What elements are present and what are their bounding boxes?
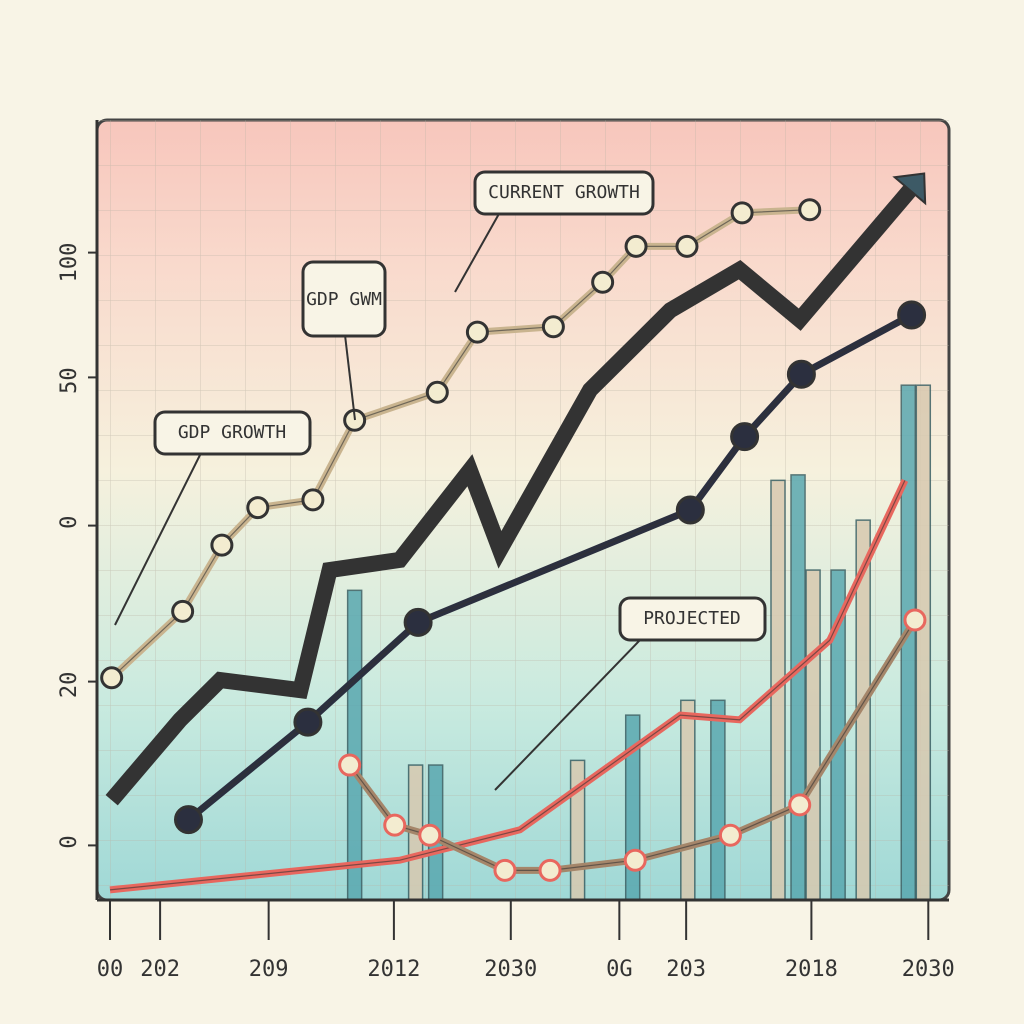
- bar: [915, 384, 932, 901]
- annotation: GDP GWM: [306, 289, 382, 310]
- x-tick-label: 209: [249, 957, 289, 982]
- marker: [903, 608, 927, 632]
- marker: [788, 793, 812, 817]
- annotation: PROJECTED: [643, 608, 741, 629]
- series-line-outline: [109, 480, 906, 891]
- annotation: GDP GROWTH: [178, 422, 286, 443]
- y-tick-label: 0: [57, 835, 82, 848]
- callout-line: [454, 211, 501, 293]
- callout-line: [494, 639, 641, 791]
- callout-line: [114, 454, 201, 626]
- y-tick-label: 0: [57, 516, 82, 529]
- bar: [805, 569, 821, 901]
- x-tick-label: 202: [140, 957, 180, 982]
- marker: [675, 234, 699, 258]
- marker: [675, 495, 705, 525]
- marker: [383, 813, 407, 837]
- bar: [710, 699, 726, 901]
- marker: [210, 533, 234, 557]
- bar: [790, 474, 806, 901]
- marker: [301, 488, 325, 512]
- marker: [418, 823, 442, 847]
- marker: [403, 607, 433, 637]
- annotation: CURRENT GROWTH: [488, 182, 640, 203]
- bar: [680, 699, 696, 901]
- annotations: CURRENT GROWTH GDP GWM GDP GROWTH PROJEC…: [114, 170, 767, 791]
- y-tick-label: 100: [57, 243, 82, 283]
- marker: [624, 234, 648, 258]
- marker: [897, 300, 927, 330]
- x-tick-label: 2012: [367, 957, 420, 982]
- x-tick-label: 2030: [484, 957, 537, 982]
- marker: [730, 422, 760, 452]
- marker: [623, 848, 647, 872]
- marker: [425, 380, 449, 404]
- marker: [100, 666, 124, 690]
- marker: [786, 359, 816, 389]
- marker: [173, 805, 203, 835]
- x-tick-label: 2018: [785, 957, 838, 982]
- callout-box: [301, 260, 387, 338]
- marker: [171, 599, 195, 623]
- marker: [591, 270, 615, 294]
- x-tick-label: 203: [666, 957, 706, 982]
- bar: [346, 589, 363, 901]
- marker: [541, 315, 565, 339]
- marker: [718, 823, 742, 847]
- marker: [798, 198, 822, 222]
- y-tick-label: 50: [57, 367, 82, 394]
- callout-line: [344, 334, 356, 421]
- x-tick-label: 0G: [606, 957, 633, 982]
- marker: [465, 320, 489, 344]
- marker: [246, 496, 270, 520]
- arrow-head: [892, 172, 927, 206]
- x-tick-label: 00: [97, 957, 124, 982]
- x-tick-label: 2030: [902, 957, 955, 982]
- y-tick-label: 20: [57, 672, 82, 699]
- marker: [338, 753, 362, 777]
- callout-box: [153, 410, 312, 456]
- marker: [538, 858, 562, 882]
- marker: [730, 201, 754, 225]
- callout-box: [473, 170, 655, 216]
- marker: [293, 707, 323, 737]
- callout-box: [618, 596, 767, 642]
- marker: [493, 858, 517, 882]
- series-line: [105, 185, 917, 806]
